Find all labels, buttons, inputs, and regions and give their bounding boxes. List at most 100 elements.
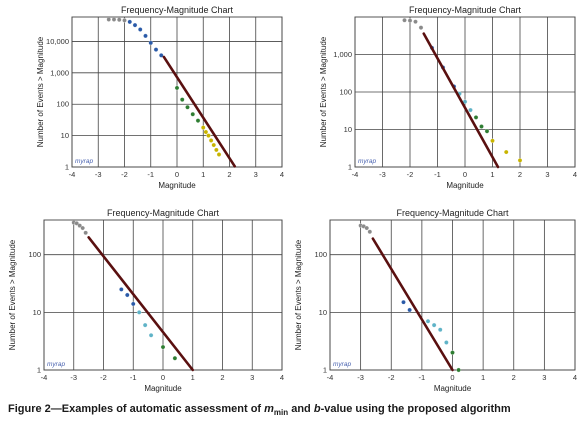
y-tick-label: 100	[314, 250, 327, 259]
data-point	[111, 17, 117, 22]
figure-panels: Frequency-Magnitude Chart -4 -3 -2 -1 0 1 2 3 4 1 1…	[8, 5, 577, 393]
x-tick-label: -4	[69, 170, 76, 179]
caption-min: min	[273, 408, 289, 418]
data-point	[127, 19, 133, 25]
data-point	[437, 327, 443, 332]
data-point	[490, 138, 495, 144]
data-point	[153, 47, 159, 52]
caption-prefix: Figure 2—Examples of automatic assessmen…	[8, 403, 265, 415]
watermark-label: myrap	[75, 158, 93, 165]
data-point	[195, 118, 201, 123]
y-axis-label: Number of Events > Magnitude	[319, 36, 328, 147]
data-point	[364, 225, 369, 231]
chart-title: Frequency-Magnitude Chart	[107, 208, 220, 218]
data-point	[206, 133, 211, 138]
x-tick-label: -2	[388, 373, 395, 382]
data-point	[160, 344, 166, 350]
x-tick-label: -1	[434, 170, 441, 179]
x-axis-label: Magnitude	[144, 384, 182, 393]
chart-panel-3: Frequency-Magnitude Chart -4 -3 -2 -1 0 1 2 3 4 1 1…	[8, 208, 284, 393]
data-point	[208, 138, 214, 143]
x-tick-label: 4	[573, 373, 577, 382]
data-point	[211, 142, 216, 148]
chart-panel-4: Frequency-Magnitude Chart -4 -3 -2 -1 0 1 2 3 4 1 1…	[294, 208, 577, 393]
y-tick-label: 100	[56, 100, 69, 109]
x-axis-label: Magnitude	[446, 181, 484, 190]
y-axis-label: Number of Events > Magnitude	[36, 36, 45, 147]
x-tick-label: 3	[254, 170, 258, 179]
x-axis-label: Magnitude	[158, 181, 196, 190]
x-tick-label: 3	[545, 170, 549, 179]
data-point	[479, 124, 484, 129]
data-point	[80, 225, 85, 231]
x-tick-label: -4	[41, 373, 48, 382]
watermark-label: myrap	[358, 158, 376, 165]
data-point	[367, 229, 373, 235]
data-point	[407, 18, 413, 23]
y-tick-label: 10,000	[46, 37, 69, 46]
data-point	[185, 105, 190, 110]
x-tick-label: -3	[379, 170, 386, 179]
data-point	[425, 319, 431, 324]
y-tick-label: 1,000	[50, 68, 69, 77]
x-tick-label: 2	[220, 373, 224, 382]
data-point	[214, 147, 219, 153]
data-point	[200, 125, 206, 130]
x-tick-label: 0	[463, 170, 467, 179]
fit-line	[371, 237, 454, 372]
x-tick-label: 1	[490, 170, 494, 179]
y-axis-label: Number of Events > Magnitude	[8, 239, 17, 350]
x-tick-label: 1	[201, 170, 205, 179]
data-point	[83, 230, 88, 236]
x-tick-label: 0	[175, 170, 179, 179]
x-tick-label: 2	[518, 170, 522, 179]
data-point	[517, 158, 523, 163]
x-tick-label: 3	[250, 373, 254, 382]
data-point	[106, 17, 112, 22]
caption-suffix: -value using the proposed algorithm	[320, 403, 511, 415]
chart-panel-2: Frequency-Magnitude Chart -4 -3 -2 -1 0 1 2 3 4 1 1…	[319, 5, 577, 190]
data-point	[119, 287, 124, 292]
data-point	[503, 149, 509, 155]
x-axis-label: Magnitude	[434, 384, 472, 393]
data-point	[473, 115, 479, 120]
caption-mid: and	[288, 403, 314, 415]
x-tick-label: -1	[130, 373, 137, 382]
data-point	[74, 221, 79, 226]
x-tick-label: -2	[407, 170, 414, 179]
data-point	[413, 19, 418, 24]
y-tick-label: 100	[339, 88, 352, 97]
data-point	[456, 367, 461, 373]
data-point	[216, 152, 222, 157]
data-point	[148, 40, 153, 46]
fit-line	[87, 236, 195, 372]
data-point	[143, 33, 148, 39]
y-tick-label: 10	[33, 308, 41, 317]
x-tick-label: 3	[542, 373, 546, 382]
data-point	[172, 355, 178, 361]
x-tick-label: -2	[100, 373, 107, 382]
x-tick-label: -3	[70, 373, 77, 382]
y-tick-label: 1,000	[333, 50, 352, 59]
data-point	[484, 128, 490, 134]
x-tick-label: -1	[147, 170, 154, 179]
data-point	[190, 111, 195, 117]
data-point	[179, 97, 185, 102]
y-tick-label: 10	[319, 308, 327, 317]
x-tick-label: 1	[481, 373, 485, 382]
data-point	[137, 27, 143, 32]
x-tick-label: 1	[191, 373, 195, 382]
data-point	[117, 17, 122, 23]
chart-title: Frequency-Magnitude Chart	[121, 5, 234, 15]
y-tick-label: 100	[28, 250, 41, 259]
caption-m: m	[264, 403, 274, 415]
chart-panel-1: Frequency-Magnitude Chart -4 -3 -2 -1 0 1 2 3 4 1 1…	[36, 5, 284, 190]
x-tick-label: 0	[161, 373, 165, 382]
y-tick-label: 10	[344, 125, 352, 134]
y-tick-label: 10	[61, 131, 69, 140]
x-tick-label: -4	[327, 373, 334, 382]
x-tick-label: 4	[280, 170, 284, 179]
data-point	[142, 322, 148, 328]
data-point	[77, 223, 82, 228]
data-point	[132, 22, 138, 28]
